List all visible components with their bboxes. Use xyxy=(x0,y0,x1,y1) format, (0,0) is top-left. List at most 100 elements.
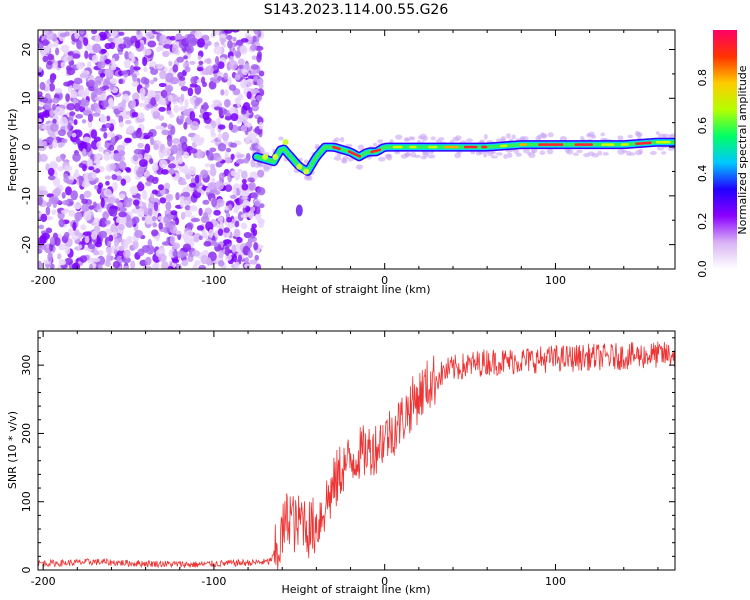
snr-xtick-label: -100 xyxy=(201,575,226,588)
spectrogram-noise-blob xyxy=(194,84,202,95)
spectrogram-noise-blob xyxy=(96,88,103,96)
spectrogram-noise-blob xyxy=(242,101,251,111)
spectrogram-noise-blob xyxy=(151,176,159,185)
spectrogram-trace-halo xyxy=(535,135,542,141)
spectrogram-noise-blob xyxy=(217,124,226,130)
spectrogram-noise-blob xyxy=(236,153,245,158)
spectrogram-noise-blob xyxy=(80,224,87,231)
spectrogram-noise-blob xyxy=(72,82,79,90)
spectrogram-noise-blob xyxy=(202,199,210,205)
spectrogram-trace-halo xyxy=(627,134,633,139)
spectrogram-trace-halo xyxy=(547,132,554,138)
spectrogram-noise-blob xyxy=(81,203,90,213)
spectrogram-noise-blob xyxy=(59,116,69,127)
spectrogram-noise-blob xyxy=(118,161,127,170)
spectrogram-noise-blob xyxy=(196,187,203,193)
spectrogram-noise-blob xyxy=(181,259,189,267)
spectrogram-noise-blob xyxy=(198,266,205,269)
spectrogram-noise-blob xyxy=(172,250,179,258)
spectrogram-noise-blob xyxy=(60,61,66,69)
spectrogram-noise-blob xyxy=(223,227,230,234)
spectrogram-trace-halo xyxy=(566,149,574,155)
spectrogram-noise-blob xyxy=(123,249,131,259)
spectrogram-noise-blob xyxy=(72,53,81,59)
spectrogram-noise-blob xyxy=(198,235,203,241)
spectrogram-noise-blob xyxy=(244,263,251,269)
snr-ytick-label: 100 xyxy=(20,491,33,512)
snr-ytick-label: 0 xyxy=(20,567,33,574)
spectrogram-noise-blob xyxy=(38,124,44,130)
spectrogram-noise-blob xyxy=(58,218,65,228)
spectrogram-trace-halo xyxy=(503,154,508,160)
spectrogram-noise-blob xyxy=(162,147,172,157)
snr-xtick-label: 0 xyxy=(381,575,388,588)
spectrogram-noise-blob xyxy=(144,97,149,106)
spectrogram-noise-blob xyxy=(218,249,224,259)
spectrogram-noise-blob xyxy=(63,81,72,87)
spectrogram-noise-blob xyxy=(211,197,217,208)
spectrogram-trace-spot xyxy=(282,139,289,146)
spectrogram-noise-blob xyxy=(157,216,164,221)
spectrogram-noise-blob xyxy=(115,217,121,223)
spectrogram-noise-blob xyxy=(50,123,59,132)
spectrogram-trace-halo xyxy=(669,133,675,137)
spectrogram-noise-blob xyxy=(45,215,54,221)
spectrogram-noise-blob xyxy=(40,213,48,222)
spectrogram-noise-blob xyxy=(210,167,217,177)
spectrogram-noise-blob xyxy=(186,222,194,230)
spectrogram-noise-blob xyxy=(224,156,232,164)
spectrogram-noise-blob xyxy=(143,48,152,56)
spectrogram-noise-blob xyxy=(149,158,154,165)
spectrogram-noise-blob xyxy=(101,85,110,90)
spectrogram-noise-blob xyxy=(58,243,67,251)
spectrogram-noise-blob xyxy=(182,243,192,252)
spectrogram-noise-blob xyxy=(217,61,225,69)
spectrogram-noise-blob xyxy=(176,56,184,63)
spectrogram-noise-blob xyxy=(126,126,135,134)
spectrogram-noise-blob xyxy=(76,61,84,70)
spectrogram-noise-blob xyxy=(251,55,257,60)
spectrogram-noise-blob xyxy=(246,91,252,100)
spectrogram-noise-blob xyxy=(103,151,111,161)
spectrogram-noise-blob xyxy=(38,185,47,191)
spectrogram-noise-blob xyxy=(113,152,122,162)
spectrogram-noise-blob xyxy=(225,147,232,153)
spectrogram-trace-halo xyxy=(340,136,345,143)
spectrogram-noise-blob xyxy=(248,181,256,191)
spectrogram-noise-blob xyxy=(46,60,53,66)
spectrogram-noise-blob xyxy=(187,166,197,176)
spectrogram-noise-blob xyxy=(163,215,172,224)
spectrogram-trace-halo xyxy=(490,150,497,155)
spectrogram-trace-halo xyxy=(435,139,442,144)
spectrogram-xtick-label: -100 xyxy=(201,274,226,287)
spectrogram-noise-blob xyxy=(94,177,99,183)
spectrogram-trace-halo xyxy=(629,152,636,156)
spectrogram-noise-blob xyxy=(237,93,244,101)
spectrogram-noise-blob xyxy=(95,241,102,248)
spectrogram-trace-halo xyxy=(253,162,261,168)
spectrogram-trace-halo xyxy=(515,152,522,157)
spectrogram-noise-blob xyxy=(96,255,106,266)
spectrogram-noise-blob xyxy=(197,55,202,61)
spectrogram-noise-blob xyxy=(60,44,70,53)
spectrogram-noise-blob xyxy=(189,148,198,154)
spectrogram-trace-halo xyxy=(490,155,499,159)
spectrogram-xtick-label: -200 xyxy=(31,274,56,287)
spectrogram-noise-blob xyxy=(57,142,63,148)
spectrogram-noise-blob xyxy=(159,197,167,204)
spectrogram-noise-blob xyxy=(91,171,97,179)
spectrogram-noise-blob xyxy=(64,31,70,37)
spectrogram-trace-halo xyxy=(357,144,365,150)
spectrogram-noise-blob xyxy=(94,34,101,43)
spectrogram-noise-blob xyxy=(219,221,224,230)
snr-xlabel: Height of straight line (km) xyxy=(281,583,430,596)
spectrogram-noise-blob xyxy=(235,159,245,164)
spectrogram-noise-blob xyxy=(228,84,237,91)
spectrogram-noise-blob xyxy=(117,102,126,112)
spectrogram-noise-blob xyxy=(47,53,55,61)
spectrogram-noise-blob xyxy=(46,30,55,41)
spectrogram-noise-blob xyxy=(194,174,200,184)
spectrogram-noise-blob xyxy=(138,102,146,108)
spectrogram-noise-blob xyxy=(165,193,174,202)
